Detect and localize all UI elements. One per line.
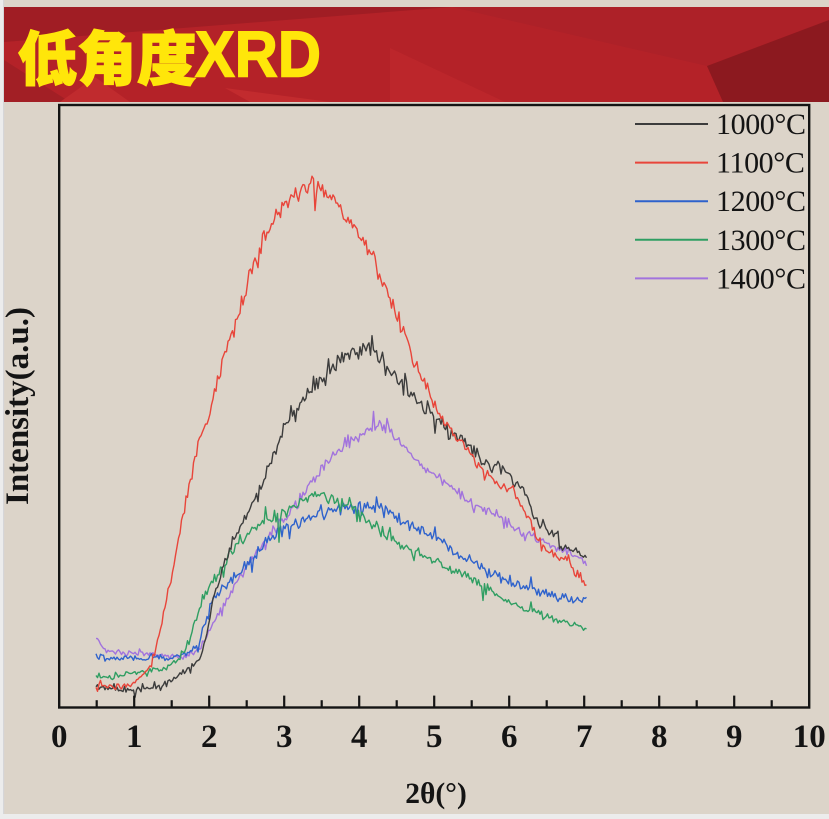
svg-text:6: 6 (501, 719, 518, 755)
svg-text:XRD: XRD (195, 18, 321, 91)
svg-text:1200°C: 1200°C (716, 185, 806, 218)
svg-text:1100°C: 1100°C (716, 147, 805, 180)
svg-text:1000°C: 1000°C (716, 108, 806, 141)
svg-text:9: 9 (726, 719, 743, 755)
svg-text:1300°C: 1300°C (716, 224, 806, 257)
svg-text:1: 1 (126, 719, 143, 755)
svg-text:3: 3 (276, 719, 293, 755)
svg-text:2θ(°): 2θ(°) (405, 778, 467, 810)
svg-text:5: 5 (426, 719, 443, 755)
svg-text:4: 4 (351, 719, 368, 755)
svg-text:0: 0 (51, 719, 68, 755)
svg-text:2: 2 (201, 719, 218, 755)
svg-text:7: 7 (576, 719, 593, 755)
svg-text:10: 10 (793, 719, 826, 755)
svg-text:1400°C: 1400°C (716, 262, 806, 295)
svg-text:8: 8 (651, 719, 668, 755)
svg-text:Intensity(a.u.): Intensity(a.u.) (0, 307, 36, 505)
